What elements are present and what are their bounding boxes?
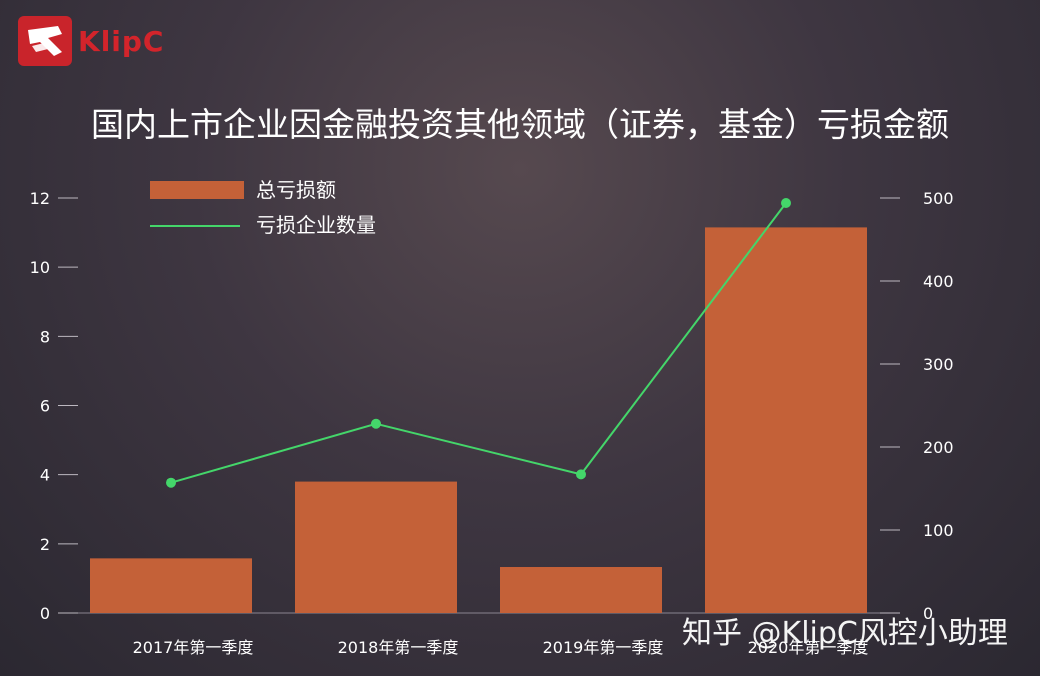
right-tick-label: 100 bbox=[923, 521, 954, 540]
left-tick-label: 8 bbox=[40, 327, 50, 346]
bar-4 bbox=[705, 227, 867, 614]
left-tick-label: 0 bbox=[40, 604, 50, 623]
right-tick-label: 400 bbox=[923, 272, 954, 291]
bar-2 bbox=[295, 481, 457, 613]
category-label: 2019年第一季度 bbox=[543, 638, 664, 657]
klipc-logo-icon bbox=[18, 16, 72, 66]
legend: 总亏损额 亏损企业数量 bbox=[150, 178, 376, 237]
line-point-3 bbox=[576, 469, 586, 480]
right-tick-label: 200 bbox=[923, 438, 954, 457]
bar-series bbox=[90, 227, 867, 614]
logo-text: KlipC bbox=[78, 24, 165, 58]
line-point-1 bbox=[166, 477, 176, 488]
line-point-4 bbox=[781, 197, 791, 208]
line-series bbox=[166, 197, 791, 488]
right-tick-label: 500 bbox=[923, 189, 954, 208]
chart-title: 国内上市企业因金融投资其他领域（证券，基金）亏损金额 bbox=[91, 105, 949, 144]
legend-bar-label: 总亏损额 bbox=[256, 178, 336, 202]
category-label: 2018年第一季度 bbox=[338, 638, 459, 657]
line-point-2 bbox=[371, 418, 381, 429]
left-tick-label: 10 bbox=[30, 258, 50, 277]
left-tick-label: 12 bbox=[30, 189, 50, 208]
right-tick-label: 300 bbox=[923, 355, 954, 374]
left-tick-label: 2 bbox=[40, 535, 50, 554]
right-tick-label: 0 bbox=[923, 604, 933, 623]
category-label: 2020年第一季度 bbox=[748, 638, 869, 657]
left-axis: 0 2 4 6 8 10 12 bbox=[30, 189, 78, 623]
left-tick-label: 6 bbox=[40, 397, 50, 416]
line-path bbox=[170, 202, 787, 484]
bar-3 bbox=[500, 567, 662, 613]
watermark: 知乎 @KlipC风控小助理 bbox=[682, 616, 1008, 651]
legend-bar-swatch bbox=[150, 181, 244, 199]
bar-1 bbox=[90, 558, 252, 613]
legend-line-label: 亏损企业数量 bbox=[256, 213, 376, 237]
left-tick-label: 4 bbox=[40, 466, 50, 485]
brand-logo: KlipC bbox=[18, 16, 164, 66]
category-labels: 2017年第一季度 2018年第一季度 2019年第一季度 2020年第一季度 bbox=[133, 638, 869, 657]
right-axis: 0 100 200 300 400 500 bbox=[880, 189, 954, 623]
category-label: 2017年第一季度 bbox=[133, 638, 254, 657]
